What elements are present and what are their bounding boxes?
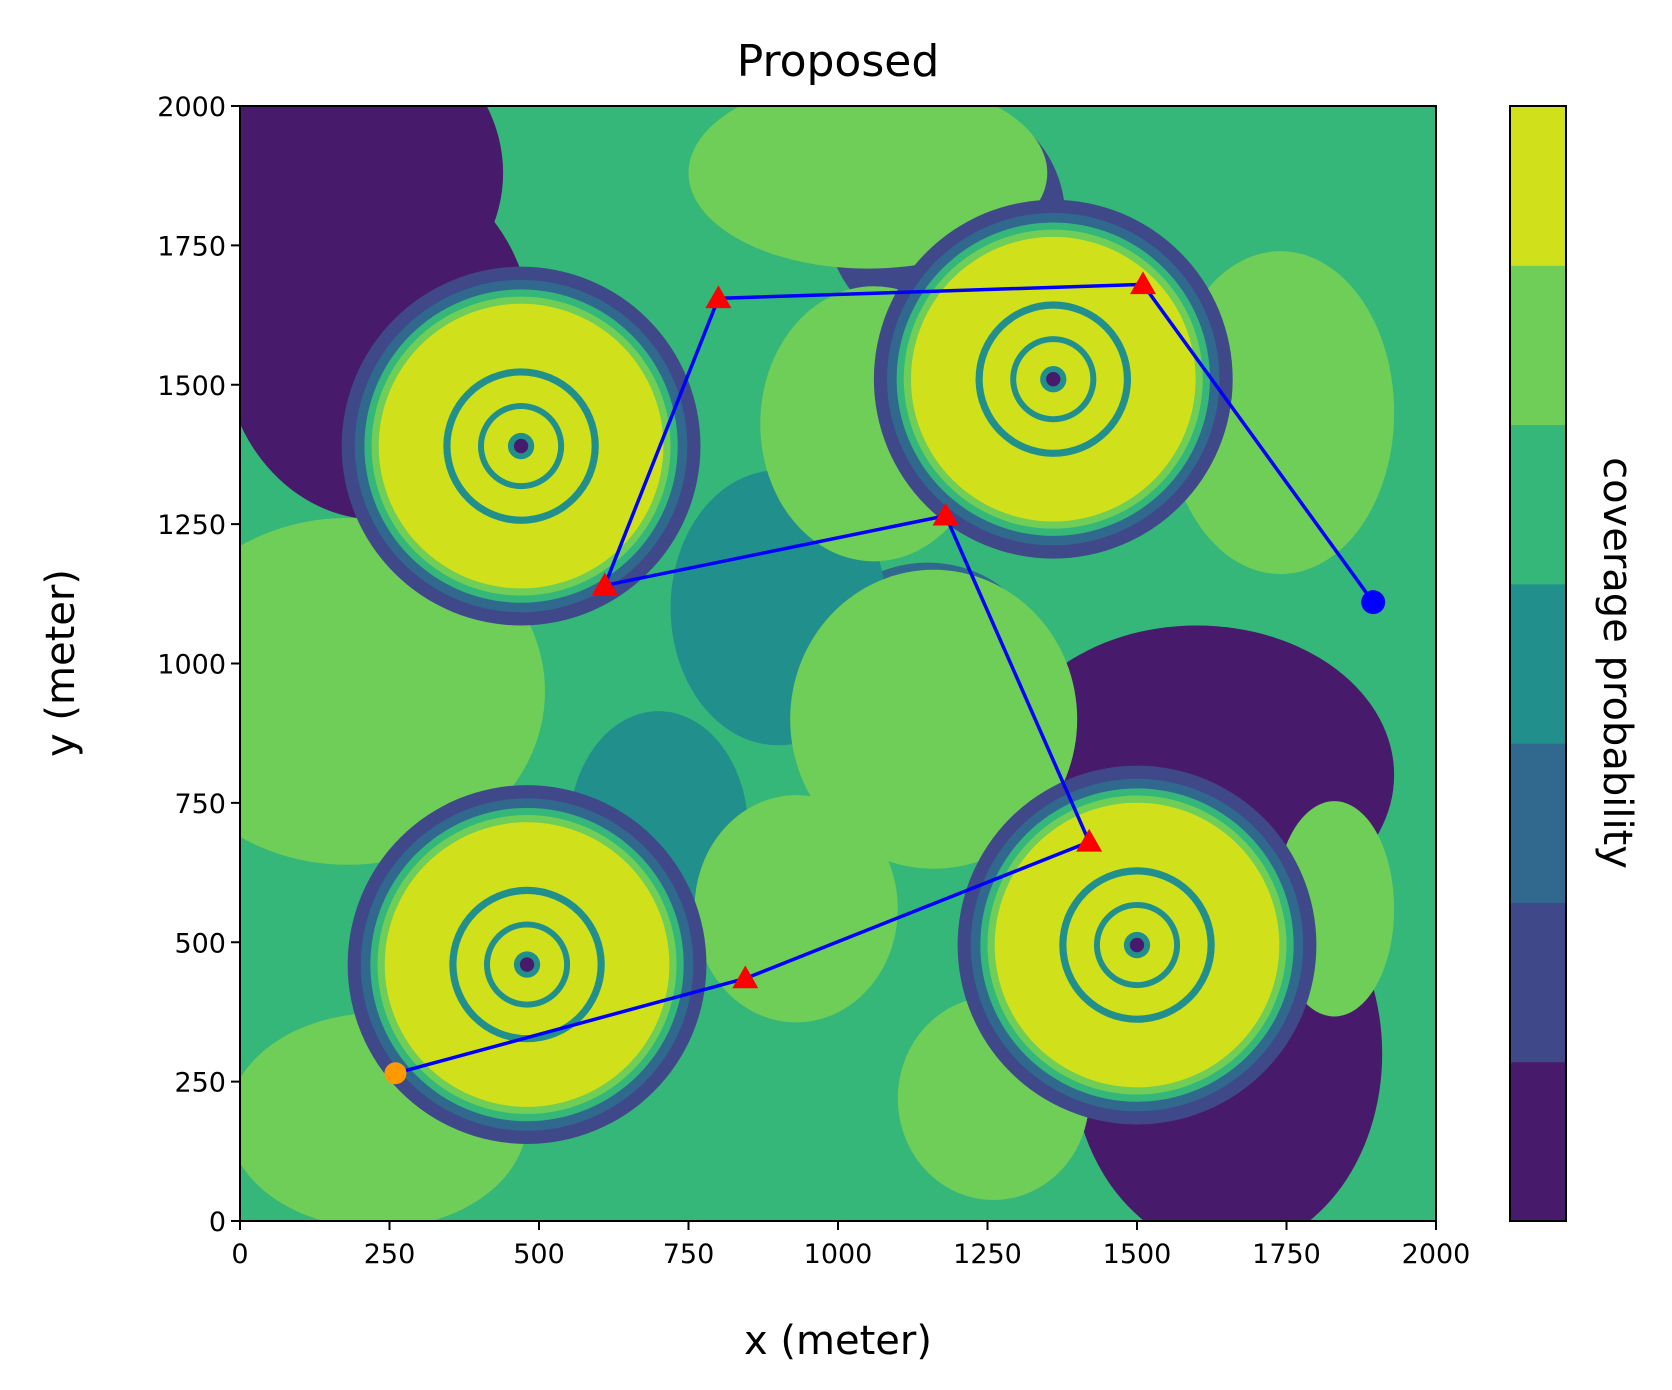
y-axis-label: y (meter) — [38, 569, 84, 757]
colorbar — [1510, 106, 1566, 1222]
waypoint-markers — [591, 271, 1156, 989]
coverage-rings — [341, 199, 1317, 1144]
chart-title: Proposed — [737, 36, 940, 87]
x-tick-label: 250 — [364, 1239, 416, 1270]
waypoint-marker — [705, 285, 732, 309]
y-tick-label: 0 — [209, 1207, 226, 1238]
coverage-ring — [1046, 371, 1061, 387]
colorbar-segment — [1510, 743, 1566, 903]
waypoint-marker — [1129, 271, 1156, 295]
colorbar-segment — [1510, 902, 1566, 1063]
trajectory-line — [395, 282, 1375, 1075]
coverage-ring — [513, 438, 529, 454]
x-tick-label: 1000 — [804, 1239, 873, 1270]
colorbar-segment — [1510, 583, 1566, 744]
colorbar-label: coverage probability — [1594, 457, 1640, 869]
y-tick-label: 2000 — [157, 92, 226, 123]
colorbar-segment — [1510, 1061, 1566, 1222]
end-marker — [1361, 590, 1386, 615]
x-axis-label: x (meter) — [744, 1318, 932, 1364]
x-tick-label: 0 — [231, 1239, 248, 1270]
x-tick-label: 500 — [513, 1239, 565, 1270]
colorbar-segment — [1510, 265, 1566, 426]
contour-region — [694, 795, 898, 1023]
start-marker — [384, 1062, 407, 1085]
y-tick-label: 750 — [174, 789, 226, 820]
y-axis-ticks: 0 250 500 750 1000 1250 1500 1750 2000 — [157, 92, 240, 1238]
waypoint-marker — [591, 572, 618, 596]
coverage-ring — [519, 957, 535, 972]
colorbar-frame — [1509, 105, 1567, 1222]
y-tick-label: 500 — [174, 928, 226, 959]
waypoint-marker — [1076, 828, 1103, 852]
colorbar-segment — [1510, 424, 1566, 585]
x-axis-ticks: 0 250 500 750 1000 1250 1500 1750 2000 — [231, 1221, 1470, 1270]
y-tick-label: 1000 — [157, 650, 226, 681]
trajectory-layer — [384, 271, 1386, 1085]
y-tick-label: 1750 — [157, 231, 226, 262]
x-tick-label: 750 — [663, 1239, 715, 1270]
coverage-ring — [1129, 937, 1145, 953]
waypoint-marker — [932, 502, 959, 526]
colorbar-segment — [1510, 106, 1566, 266]
contour-region — [790, 569, 1078, 869]
x-tick-label: 1750 — [1252, 1239, 1321, 1270]
x-tick-label: 2000 — [1402, 1239, 1471, 1270]
y-tick-label: 1500 — [157, 371, 226, 402]
y-tick-label: 1250 — [157, 510, 226, 541]
waypoint-marker — [732, 965, 759, 989]
y-tick-label: 250 — [174, 1068, 226, 1099]
x-tick-label: 1250 — [953, 1239, 1022, 1270]
x-tick-label: 1500 — [1103, 1239, 1172, 1270]
plot-area — [240, 106, 1436, 1221]
